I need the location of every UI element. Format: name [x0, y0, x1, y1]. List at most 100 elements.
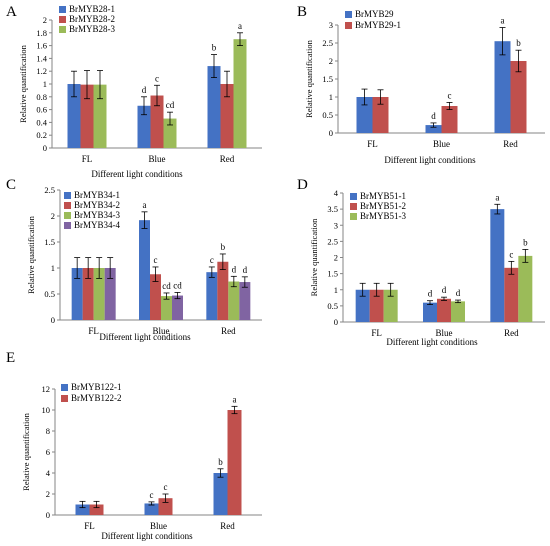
y-tick-label: 1	[329, 92, 333, 102]
y-tick-label: 0	[334, 317, 338, 327]
significance-label: c	[509, 249, 513, 259]
bar	[372, 97, 389, 133]
panel-b: B 0 0.5 1 1.5 2 2.5 3 Relative quantification FL d…	[297, 4, 545, 165]
bar	[93, 268, 105, 320]
x-tick-label: FL	[84, 521, 95, 531]
y-tick-label: 1	[43, 79, 47, 89]
x-tick-label: Red	[503, 139, 518, 149]
bar	[104, 268, 116, 320]
panel-d: D 0 0.5 1 1.5 2 2.5 3 3.5 4 Relative quantificatio…	[297, 177, 545, 347]
significance-label: d	[442, 285, 447, 295]
x-tick-label: Blue	[433, 139, 450, 149]
bar	[67, 84, 81, 148]
bar	[80, 84, 94, 148]
legend-entry: BrMYB29	[355, 9, 394, 19]
legend-swatch	[64, 192, 71, 199]
legend-swatch	[61, 395, 68, 402]
significance-label: c	[164, 482, 168, 492]
legend-entry: BrMYB29-1	[355, 20, 401, 30]
legend-swatch	[345, 11, 352, 18]
panel-letter: A	[6, 4, 17, 20]
bar	[355, 289, 370, 322]
bar	[239, 282, 251, 320]
significance-label: c	[448, 90, 452, 100]
y-axis-label: Relative quantification	[304, 39, 314, 117]
y-tick-label: 4	[334, 188, 339, 198]
significance-label: c	[154, 255, 158, 265]
bar	[510, 61, 527, 133]
bar	[213, 473, 228, 515]
bar	[172, 295, 183, 320]
legend-entry: BrMYB34-3	[74, 210, 121, 220]
significance-label: d	[456, 288, 461, 298]
y-tick-label: 12	[42, 384, 51, 394]
bar	[217, 261, 229, 320]
x-tick-label: Red	[220, 154, 235, 164]
y-tick-label: 3	[329, 20, 333, 30]
x-axis-label: Different light conditions	[101, 531, 193, 541]
significance-label: b	[221, 242, 226, 252]
bar	[228, 281, 240, 320]
legend-entry: BrMYB34-4	[74, 220, 121, 230]
significance-label: d	[232, 264, 237, 274]
legend-entry: BrMYB28-2	[69, 14, 115, 24]
bar	[518, 255, 533, 322]
significance-label: a	[495, 192, 499, 202]
bar	[220, 84, 234, 148]
bar	[441, 106, 458, 133]
significance-label: a	[238, 21, 242, 31]
bar	[75, 504, 90, 515]
legend-swatch	[345, 22, 352, 29]
y-tick-label: 0.8	[36, 92, 47, 102]
significance-label: cd	[166, 100, 175, 110]
y-tick-label: 0.5	[322, 110, 333, 120]
y-tick-label: 0.2	[36, 130, 47, 140]
panel-letter: E	[6, 350, 15, 366]
legend-swatch	[64, 222, 71, 229]
legend-swatch	[59, 26, 66, 33]
y-tick-label: 2.5	[327, 236, 338, 246]
y-tick-label: 2.5	[44, 185, 55, 195]
bar	[150, 274, 161, 320]
x-axis-label: Different light conditions	[386, 337, 478, 347]
bar	[494, 41, 511, 134]
y-tick-label: 2	[334, 253, 338, 263]
y-tick-label: 0.5	[44, 289, 55, 299]
x-tick-label: Red	[504, 328, 519, 338]
y-tick-label: 2	[51, 211, 55, 221]
significance-label: b	[218, 457, 223, 467]
significance-label: b	[212, 43, 217, 53]
significance-label: d	[142, 85, 147, 95]
significance-label: cd	[173, 280, 182, 290]
bar	[137, 105, 151, 148]
legend-entry: BrMYB51-1	[360, 191, 406, 201]
x-axis-label: Different light conditions	[384, 155, 476, 165]
x-tick-label: Red	[221, 326, 236, 336]
legend-swatch	[59, 6, 66, 13]
bar	[425, 125, 442, 133]
bar	[163, 118, 177, 148]
y-tick-label: 1.5	[322, 74, 333, 84]
legend-entry: BrMYB122-2	[71, 393, 122, 403]
legend-swatch	[64, 202, 71, 209]
y-axis-label: Relative quantification	[309, 218, 319, 296]
panel-letter: D	[297, 177, 308, 193]
panel-a: A 0 0.2 0.4 0.6 0.8 1 1.2 1.4 1.6 1.8 2 Relative qua…	[6, 4, 262, 179]
bar	[437, 298, 451, 322]
panel-letter: B	[297, 4, 307, 20]
legend-entry: BrMYB51-3	[360, 211, 407, 221]
y-tick-label: 2	[43, 15, 47, 25]
legend-swatch	[350, 213, 357, 220]
bar	[227, 410, 242, 515]
panel-c: C 0 0.5 1 1.5 2 2.5 Relative quantification FL a c…	[6, 177, 262, 342]
y-tick-label: 2	[46, 489, 50, 499]
y-tick-label: 0	[329, 128, 333, 138]
bar	[356, 97, 373, 133]
legend-entry: BrMYB28-3	[69, 24, 116, 34]
y-tick-label: 6	[46, 447, 50, 457]
y-tick-label: 0	[51, 315, 55, 325]
y-tick-label: 3	[334, 220, 338, 230]
